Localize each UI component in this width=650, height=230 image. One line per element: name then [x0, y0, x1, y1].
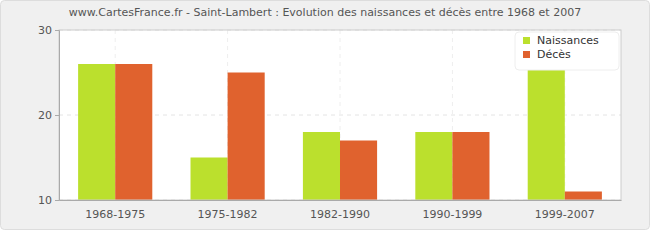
axis-line	[55, 31, 60, 201]
tick: 20	[38, 109, 59, 122]
legend-label: Naissances	[537, 34, 599, 47]
bar	[340, 141, 377, 201]
tick-label: 1999-2007	[535, 208, 595, 221]
y-axis: 10 20 30	[38, 24, 60, 207]
bar	[228, 73, 265, 201]
tick-label: 10	[38, 194, 52, 207]
bar	[528, 64, 565, 200]
grid	[59, 30, 621, 200]
tick: 30	[38, 24, 59, 37]
legend: NaissancesDécès	[515, 32, 619, 70]
bar	[415, 132, 452, 200]
bar	[78, 64, 115, 200]
tick: 1968-1975	[85, 208, 145, 221]
background	[1, 1, 650, 230]
tick-label: 1990-1999	[422, 208, 482, 221]
bar	[191, 158, 228, 201]
legend-label: Décès	[537, 48, 571, 61]
title: www.CartesFrance.fr - Saint-Lambert : Ev…	[69, 6, 581, 19]
tick-mark	[55, 200, 59, 201]
plot-area	[59, 30, 621, 200]
tick: 1999-2007	[535, 208, 595, 221]
tick: 1982-1990	[310, 208, 370, 221]
tick-label: 1982-1990	[310, 208, 370, 221]
tick-mark	[55, 30, 59, 31]
chart: www.CartesFrance.fr - Saint-Lambert : Ev…	[0, 0, 650, 230]
plot-frame	[59, 30, 621, 200]
tick: 10	[38, 194, 59, 207]
bar	[452, 132, 489, 200]
legend-swatch	[523, 51, 530, 58]
tick-mark	[55, 115, 59, 116]
tick-label: 1968-1975	[85, 208, 145, 221]
legend-box	[515, 32, 619, 70]
tick: 1975-1982	[198, 208, 258, 221]
x-axis: 1968-1975 1975-1982 1982-1990 1990-1999 1999…	[60, 201, 622, 222]
bar	[115, 64, 152, 200]
legend-swatch	[523, 37, 530, 44]
tick-label: 1975-1982	[198, 208, 258, 221]
tick: 1990-1999	[422, 208, 482, 221]
bars	[78, 64, 602, 200]
bar	[565, 192, 602, 201]
tick-label: 30	[38, 24, 52, 37]
bar	[303, 132, 340, 200]
axis-line	[60, 200, 622, 201]
tick-label: 20	[38, 109, 52, 122]
